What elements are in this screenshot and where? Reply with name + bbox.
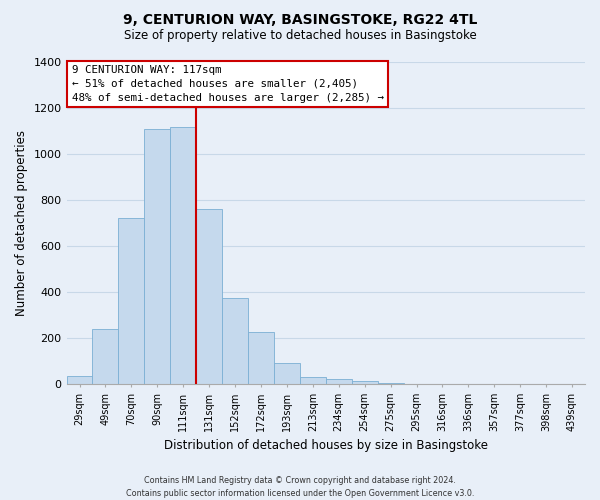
Bar — [145, 130, 170, 384]
Bar — [352, 380, 377, 384]
Bar — [248, 332, 274, 384]
Text: 9, CENTURION WAY, BASINGSTOKE, RG22 4TL: 9, CENTURION WAY, BASINGSTOKE, RG22 4TL — [123, 12, 477, 26]
Bar — [326, 380, 352, 384]
Bar — [92, 328, 118, 384]
Bar — [377, 383, 404, 384]
Text: Contains HM Land Registry data © Crown copyright and database right 2024.
Contai: Contains HM Land Registry data © Crown c… — [126, 476, 474, 498]
Bar — [274, 364, 300, 384]
Bar — [300, 377, 326, 384]
Text: 9 CENTURION WAY: 117sqm
← 51% of detached houses are smaller (2,405)
48% of semi: 9 CENTURION WAY: 117sqm ← 51% of detache… — [72, 65, 384, 103]
X-axis label: Distribution of detached houses by size in Basingstoke: Distribution of detached houses by size … — [164, 440, 488, 452]
Bar — [118, 218, 145, 384]
Bar — [196, 209, 222, 384]
Bar — [170, 127, 196, 384]
Text: Size of property relative to detached houses in Basingstoke: Size of property relative to detached ho… — [124, 29, 476, 42]
Bar — [67, 376, 92, 384]
Y-axis label: Number of detached properties: Number of detached properties — [15, 130, 28, 316]
Bar — [222, 298, 248, 384]
